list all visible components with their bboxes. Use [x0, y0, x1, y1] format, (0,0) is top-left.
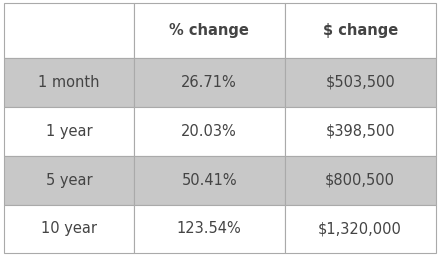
Bar	[4, 205, 134, 253]
Bar	[285, 156, 436, 205]
Text: 1 year: 1 year	[46, 124, 92, 139]
Bar	[285, 205, 436, 253]
Bar	[134, 107, 285, 156]
Bar	[4, 58, 134, 107]
Bar	[4, 3, 134, 58]
Text: 123.54%: 123.54%	[177, 221, 242, 237]
Bar	[285, 3, 436, 58]
Text: 50.41%: 50.41%	[181, 173, 237, 188]
Text: 20.03%: 20.03%	[181, 124, 237, 139]
Bar	[134, 156, 285, 205]
Text: 26.71%: 26.71%	[181, 75, 237, 90]
Text: $800,500: $800,500	[325, 173, 395, 188]
Text: $398,500: $398,500	[325, 124, 395, 139]
Bar	[4, 156, 134, 205]
Text: % change: % change	[169, 23, 249, 38]
Bar	[134, 205, 285, 253]
Text: $1,320,000: $1,320,000	[318, 221, 402, 237]
Text: $503,500: $503,500	[325, 75, 395, 90]
Text: 1 month: 1 month	[38, 75, 100, 90]
Text: $ change: $ change	[323, 23, 398, 38]
Bar	[285, 58, 436, 107]
Text: 10 year: 10 year	[41, 221, 97, 237]
Bar	[4, 107, 134, 156]
Bar	[134, 3, 285, 58]
Bar	[134, 58, 285, 107]
Text: 5 year: 5 year	[46, 173, 92, 188]
Bar	[285, 107, 436, 156]
